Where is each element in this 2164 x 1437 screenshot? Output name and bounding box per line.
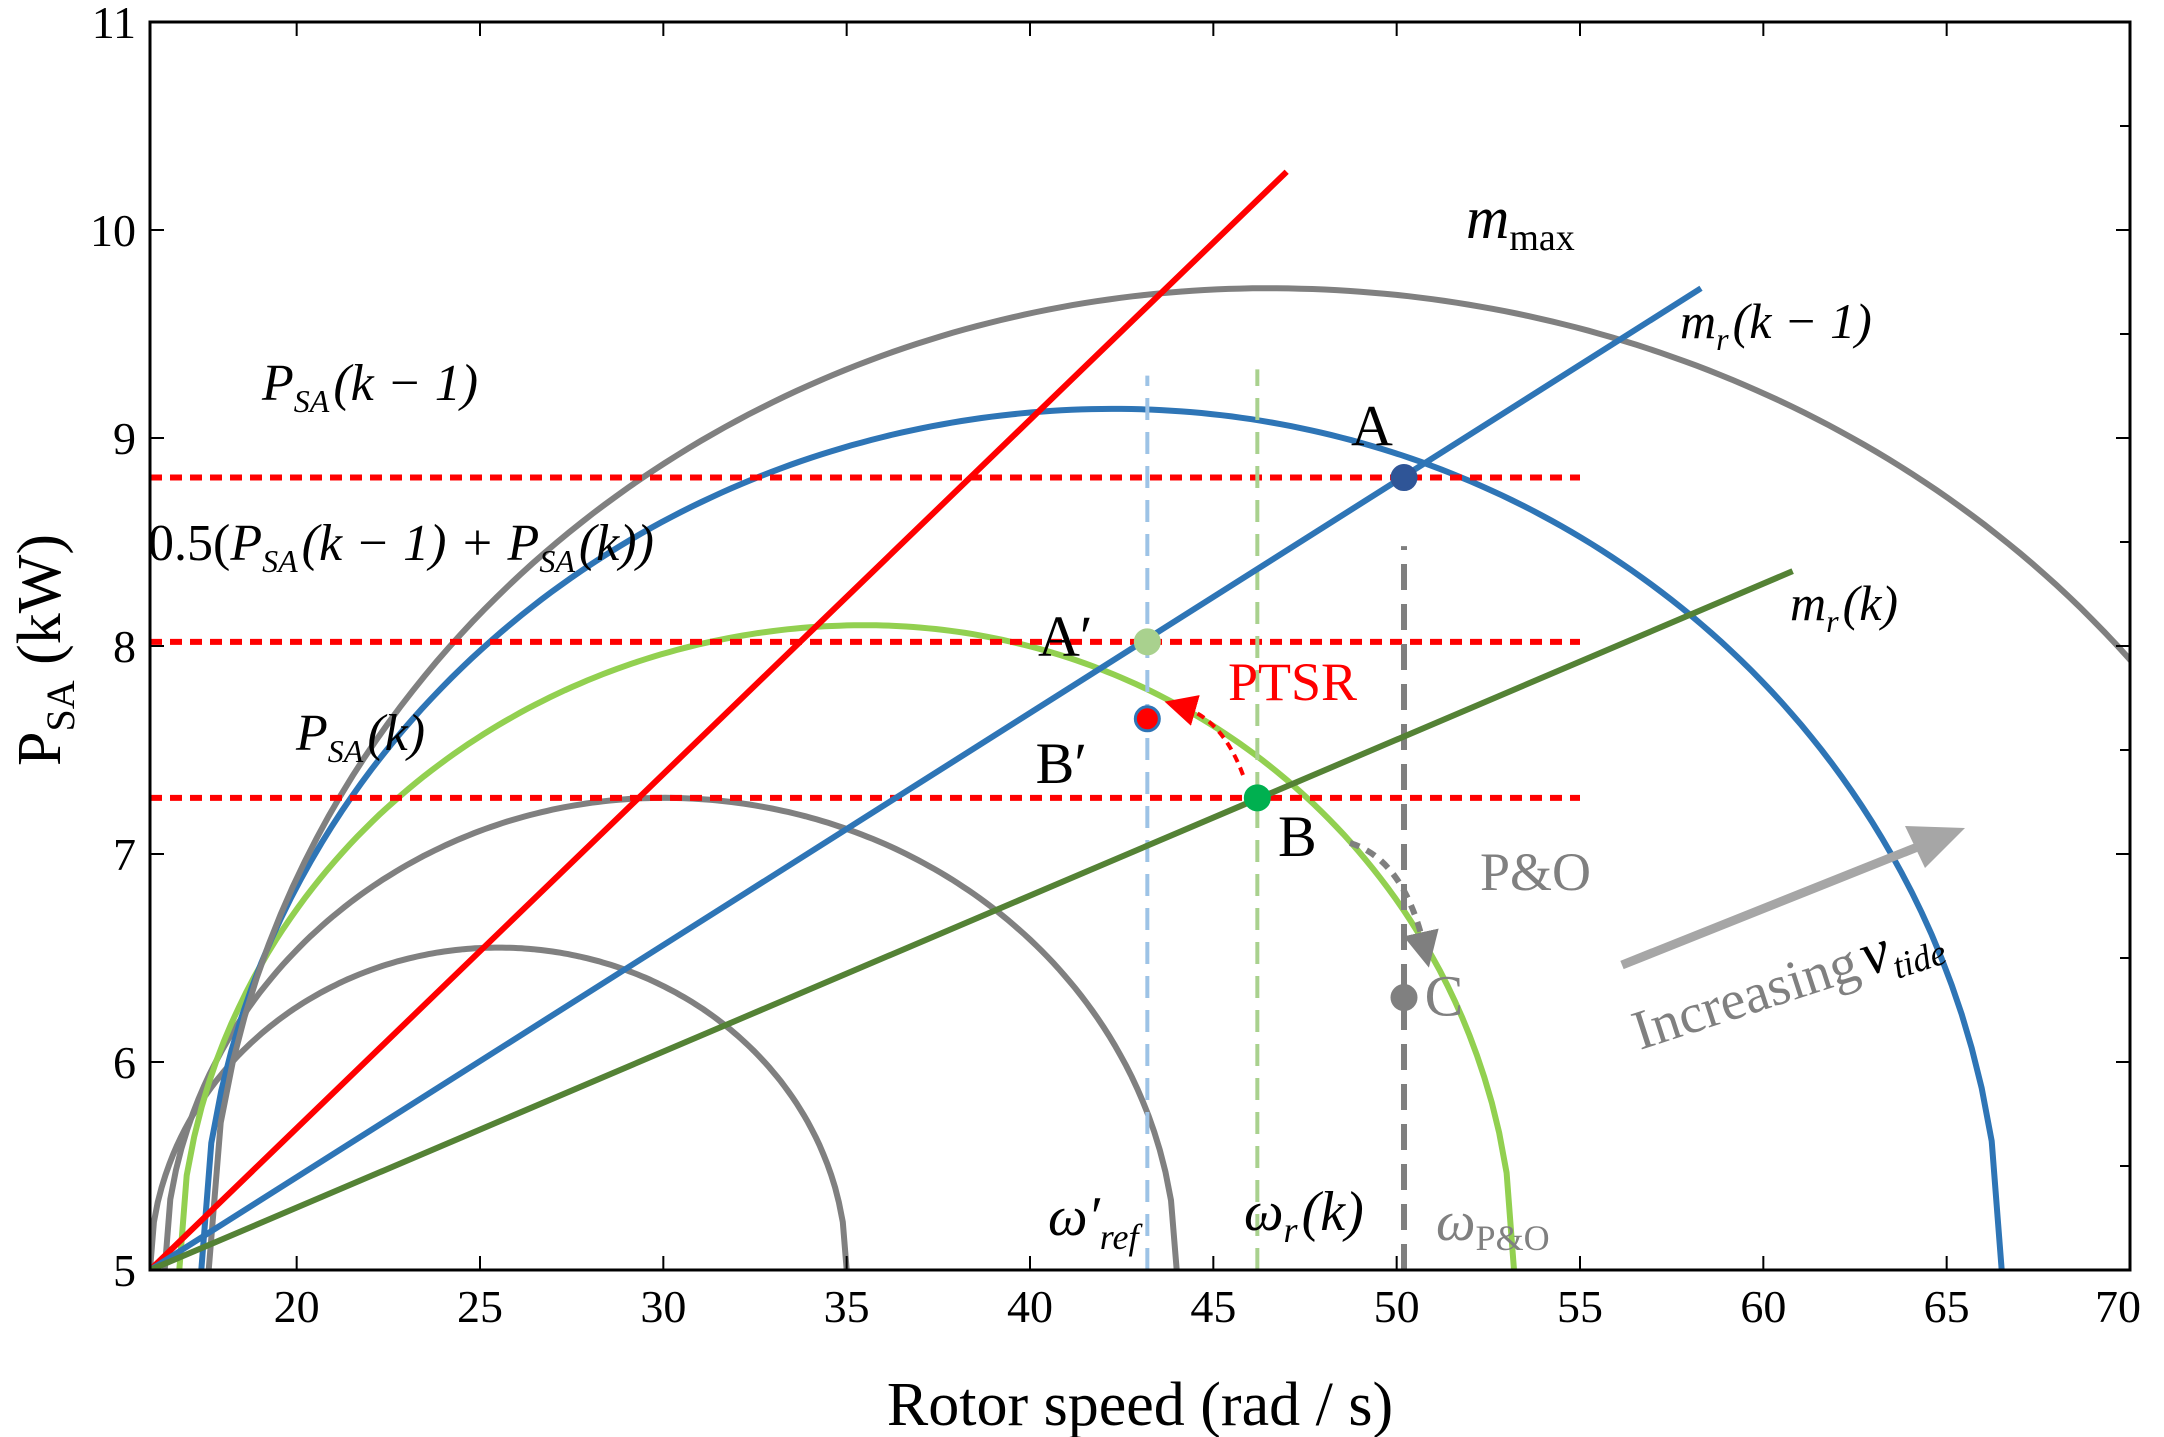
label-m-r-k-1: mr(k − 1) <box>1680 293 1872 357</box>
increasing-arrow <box>1620 835 1937 970</box>
gray-curve-3 <box>205 285 2130 1270</box>
point-label-C: C <box>1425 964 1464 1029</box>
y-axis-label-sub: SA <box>38 680 83 731</box>
y-tick-label: 10 <box>90 205 136 256</box>
line-m_r(k-1) <box>150 285 1703 1270</box>
x-tick-label: 65 <box>1924 1281 1970 1332</box>
point-label-A′: A′ <box>1038 604 1093 669</box>
x-tick-label: 20 <box>274 1281 320 1332</box>
point-C <box>1390 984 1418 1012</box>
label-omega-po: ωP&O <box>1436 1191 1550 1258</box>
po-arrow <box>1349 840 1439 968</box>
x-tick-label: 35 <box>824 1281 870 1332</box>
y-tick-label: 5 <box>113 1245 136 1296</box>
y-axis-label-main: P <box>6 731 74 765</box>
increasing-arrow-head <box>1905 826 1965 868</box>
y-tick-label: 11 <box>92 0 136 48</box>
x-tick-label: 30 <box>640 1281 686 1332</box>
x-axis-label: Rotor speed (rad / s) <box>887 1371 1393 1437</box>
point-label-A: A <box>1351 394 1393 459</box>
gray-curve-1 <box>150 944 850 1270</box>
line-m_r(k) <box>150 568 1794 1270</box>
label-po: P&O <box>1480 842 1591 902</box>
label-omega-ref: ω′ref <box>1048 1186 1143 1257</box>
axis-ticks: 20 25 30 35 40 45 50 55 60 65 70 5 6 7 8 9 10 11 <box>90 0 2141 1332</box>
y-tick-label: 6 <box>113 1037 136 1088</box>
label-half-sum: 0.5(PSA(k − 1) + PSA(k)) <box>148 515 654 579</box>
ptsr-arrow <box>1164 695 1245 776</box>
label-ptsr: PTSR <box>1228 652 1357 712</box>
label-v-tide-sub: tide <box>1888 932 1952 987</box>
point-label-B′: B′ <box>1036 731 1087 796</box>
label-psa-k: PSA(k) <box>295 705 425 769</box>
label-increasing-v-tide: Increasingvtide <box>1623 900 1951 1069</box>
plot-area <box>150 169 2130 1270</box>
label-m-r-k: mr(k) <box>1790 575 1898 639</box>
points: A A′ B′ B C <box>1036 394 1464 1029</box>
x-tick-label: 45 <box>1190 1281 1236 1332</box>
line-m_max <box>150 169 1289 1270</box>
label-psa-k-1: PSA(k − 1) <box>261 355 478 419</box>
point-A′ <box>1133 628 1161 656</box>
label-omega-r-k: ωr(k) <box>1244 1181 1364 1250</box>
point-A <box>1390 464 1418 492</box>
x-tick-label: 55 <box>1557 1281 1603 1332</box>
x-tick-label: 40 <box>1007 1281 1053 1332</box>
annotations: mmax mr(k − 1) mr(k) PSA(k − 1) 0.5(PSA(… <box>148 185 1965 1258</box>
y-axis-label-unit: (kW) <box>6 534 74 680</box>
y-tick-label: 8 <box>113 621 136 672</box>
point-B <box>1243 784 1271 812</box>
y-tick-label: 9 <box>113 413 136 464</box>
x-tick-label: 70 <box>2095 1281 2141 1332</box>
y-axis-label: PSA (kW) <box>6 534 83 766</box>
y-tick-label: 7 <box>113 829 136 880</box>
x-tick-label: 60 <box>1740 1281 1786 1332</box>
x-tick-label: 25 <box>457 1281 503 1332</box>
point-B′ <box>1133 705 1161 733</box>
label-m-max: mmax <box>1466 185 1575 259</box>
point-label-B: B <box>1278 804 1317 869</box>
blue-curve-PSA-k-1 <box>198 405 2005 1270</box>
x-tick-label: 50 <box>1374 1281 1420 1332</box>
